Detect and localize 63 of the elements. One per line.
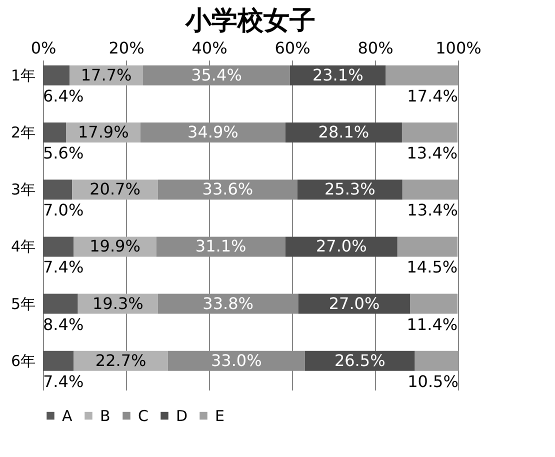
- data-label: 19.3%: [92, 294, 144, 313]
- x-tick-label: 100%: [436, 38, 482, 58]
- data-label: 22.7%: [95, 350, 146, 370]
- data-label: 17.9%: [78, 122, 129, 142]
- bar: [298, 294, 410, 314]
- y-tick-label: 2年: [10, 124, 36, 142]
- data-label: 31.1%: [195, 236, 246, 256]
- data-label: 7.4%: [43, 372, 84, 391]
- y-tick-label: 3年: [10, 180, 36, 199]
- x-tick-label: 20%: [108, 38, 144, 58]
- x-tick-label: 60%: [274, 38, 310, 58]
- data-label: 13.4%: [407, 200, 458, 220]
- legend-label: D: [176, 406, 188, 425]
- data-label: 10.5%: [408, 372, 458, 391]
- data-label: 27.0%: [328, 294, 380, 313]
- bar: [402, 122, 458, 143]
- data-label: 5.6%: [43, 144, 84, 163]
- bar: [285, 236, 398, 257]
- data-label: 23.1%: [312, 65, 364, 84]
- data-label: 27.0%: [316, 236, 367, 256]
- data-label: 19.9%: [90, 236, 140, 256]
- data-label: 33.6%: [202, 180, 254, 199]
- bar: [43, 65, 70, 86]
- data-label: 33.8%: [202, 294, 254, 313]
- data-label: 25.3%: [324, 180, 376, 199]
- bar: [43, 294, 78, 314]
- legend-label: E: [215, 406, 224, 425]
- data-label: 35.4%: [191, 65, 242, 84]
- data-label: 6.4%: [43, 86, 84, 106]
- legend-label: A: [62, 406, 73, 425]
- data-label: 17.7%: [80, 65, 132, 84]
- bar: [414, 350, 458, 371]
- data-label: 7.0%: [43, 200, 84, 220]
- bar: [397, 236, 458, 257]
- data-label: 11.4%: [406, 314, 458, 334]
- data-label: 14.5%: [406, 258, 458, 277]
- data-label: 17.4%: [407, 86, 458, 106]
- bar: [43, 236, 74, 257]
- bar: [402, 180, 458, 200]
- y-tick-label: 1年: [10, 66, 36, 84]
- bar: [43, 180, 72, 200]
- chart-title: 小学校女子: [184, 6, 316, 36]
- data-label: 13.4%: [406, 144, 458, 163]
- bar: [410, 294, 458, 314]
- bar: [285, 122, 402, 143]
- x-tick-label: 40%: [192, 38, 228, 58]
- legend-label: C: [138, 406, 148, 425]
- bar: [43, 122, 66, 143]
- y-tick-label: 5年: [10, 294, 36, 313]
- data-label: 34.9%: [188, 122, 238, 142]
- bar: [43, 350, 74, 371]
- bar: [386, 65, 458, 86]
- data-label: 33.0%: [210, 350, 262, 370]
- y-tick-label: 4年: [10, 238, 36, 256]
- legend-label: B: [100, 406, 110, 425]
- data-label: 7.4%: [43, 258, 84, 277]
- x-tick-label: 0%: [30, 38, 56, 58]
- x-tick-label: 80%: [358, 38, 394, 58]
- data-label: 8.4%: [43, 314, 84, 334]
- y-tick-label: 6年: [10, 352, 36, 370]
- data-label: 28.1%: [318, 122, 370, 142]
- data-label: 26.5%: [334, 350, 386, 370]
- data-label: 20.7%: [90, 180, 140, 199]
